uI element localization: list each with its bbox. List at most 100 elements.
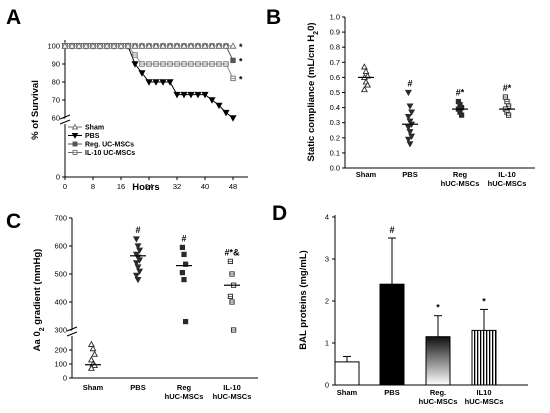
panel-a-legend-marker bbox=[71, 123, 79, 130]
panel-b-point bbox=[504, 98, 510, 105]
panel-b-points: # #* #* bbox=[358, 63, 515, 148]
panel-d-y-tick-label: 1 bbox=[325, 339, 329, 348]
panel-d-y-tick-label: 2 bbox=[325, 297, 329, 306]
panel-a-point bbox=[117, 42, 125, 49]
panel-a-point bbox=[180, 91, 188, 99]
panel-c-point bbox=[229, 299, 235, 305]
panel-b-point bbox=[404, 89, 412, 97]
panel-b-annotation: #* bbox=[456, 88, 465, 98]
panel-a-point bbox=[173, 42, 181, 49]
panel-a-x-tick-label: 24 bbox=[145, 182, 153, 191]
panel-c-axis-break bbox=[66, 326, 78, 337]
panel-c-y-tick-label: 400 bbox=[54, 298, 67, 307]
panel-b-point bbox=[360, 63, 368, 70]
panel-a-x-tick-label: 40 bbox=[201, 182, 209, 191]
panel-c-point bbox=[181, 251, 187, 258]
panel-a-point bbox=[167, 61, 173, 67]
panel-d-annotation: # bbox=[389, 225, 394, 235]
panel-c-y-tick-label: 500 bbox=[54, 270, 67, 279]
panel-a-axis-break bbox=[59, 114, 71, 125]
panel-b-category-label: Sham bbox=[356, 170, 377, 179]
panel-b-y-tick-label: 0.6 bbox=[330, 73, 340, 82]
panel-b-annotation: #* bbox=[503, 83, 512, 93]
panel-a-annotation: * bbox=[239, 42, 243, 52]
panel-d-bar bbox=[425, 336, 451, 386]
panel-b-y-tick-label: 0.5 bbox=[330, 88, 340, 97]
panel-b-y-tick-label: 0.4 bbox=[330, 103, 340, 112]
panel-b-point bbox=[404, 114, 412, 121]
panel-c-category-label: PBS bbox=[130, 383, 145, 392]
panel-a-y-tick-label: 100 bbox=[47, 42, 60, 51]
panel-c-annotation: # bbox=[135, 225, 140, 235]
panel-c-y-tick-label: 100 bbox=[54, 360, 67, 369]
panel-a-y-tick-label: 60 bbox=[52, 114, 60, 123]
panel-c-y-tick-label: 200 bbox=[54, 346, 67, 355]
panel-c-point bbox=[136, 247, 144, 254]
panel-b-point bbox=[360, 85, 368, 93]
panel-c: C 0 100 200 300 400 500 600 700 # # #*& Sham PBS Re… bbox=[6, 210, 258, 401]
panel-c-category-label: Sham bbox=[83, 383, 104, 392]
panel-c-y-tick-label: 300 bbox=[54, 326, 67, 335]
panel-c-point bbox=[132, 236, 140, 243]
panel-a-point bbox=[110, 42, 118, 49]
panel-c-point bbox=[227, 258, 234, 265]
panel-c-category-label: Reg bbox=[177, 383, 192, 392]
panel-a-point bbox=[132, 52, 138, 58]
panel-a-point bbox=[145, 42, 153, 49]
panel-b-category-label: IL-10 bbox=[498, 170, 516, 179]
panel-a-point bbox=[208, 42, 216, 49]
panel-a-point bbox=[222, 109, 230, 117]
panel-b-category-label: hUC-MSCs bbox=[488, 179, 527, 188]
panel-a-point bbox=[181, 61, 187, 67]
panel-d-y-tick-label: 4 bbox=[325, 213, 329, 222]
panel-c-point bbox=[230, 327, 237, 333]
panel-d-category-label: PBS bbox=[384, 388, 399, 397]
panel-a-point bbox=[61, 42, 69, 49]
panel-d-category-label: hUC-MSCs bbox=[465, 397, 504, 406]
panel-c-ticks: 0 100 200 300 400 500 600 700 bbox=[54, 214, 72, 383]
panel-c-point bbox=[179, 269, 186, 276]
panel-c-points: # # #*& bbox=[85, 225, 240, 371]
panel-a-point bbox=[194, 91, 202, 99]
panel-c-point bbox=[182, 261, 189, 267]
panel-a-point bbox=[138, 70, 146, 77]
panel-b-y-tick-label: 0.7 bbox=[330, 58, 340, 67]
panel-b-annotation: # bbox=[407, 79, 412, 89]
panel-b-y-tick-label: 0.2 bbox=[330, 133, 340, 142]
panel-a-point bbox=[194, 42, 202, 49]
panel-a-point bbox=[131, 61, 139, 68]
panel-b-y-tick-label: 0.9 bbox=[330, 28, 340, 37]
panel-a-point bbox=[124, 42, 132, 49]
panel-b-y-tick-label: 0.1 bbox=[330, 148, 340, 157]
panel-c-point bbox=[182, 318, 189, 325]
panel-a-y-tick-label: 0 bbox=[56, 173, 60, 182]
panel-c-point bbox=[134, 264, 142, 271]
panel-a-point bbox=[103, 42, 111, 49]
panel-a-point bbox=[187, 42, 195, 49]
panel-a-point bbox=[216, 61, 222, 67]
panel-c-point bbox=[179, 244, 186, 251]
panel-a-point bbox=[173, 91, 181, 99]
panel-label-d: D bbox=[272, 202, 287, 225]
panel-c-ylabel: Aa 02 gradient (mmHg) bbox=[32, 249, 46, 352]
panel-d-category-label: hUC-MSCs bbox=[419, 397, 458, 406]
panel-a-point bbox=[68, 42, 76, 49]
panel-a-legend-label: Reg. UC-MSCs bbox=[85, 142, 134, 149]
panel-c-point bbox=[87, 356, 95, 363]
panel-a-ticks: 0 8 16 24 32 40 48 0 60 70 80 90 100 bbox=[47, 42, 237, 192]
panel-a-legend-label: IL-10 UC-MSCs bbox=[85, 150, 135, 157]
panel-label-c: C bbox=[6, 210, 21, 233]
panel-b-point bbox=[406, 118, 414, 125]
panel-a-point bbox=[89, 42, 97, 49]
panel-a-point bbox=[195, 61, 201, 67]
panel-a-point bbox=[180, 42, 188, 49]
panel-a-point bbox=[202, 61, 208, 67]
panel-d-annotation: * bbox=[436, 303, 440, 313]
panel-c-y-tick-label: 600 bbox=[54, 242, 67, 251]
panel-d-category-label: Reg. bbox=[430, 388, 446, 397]
